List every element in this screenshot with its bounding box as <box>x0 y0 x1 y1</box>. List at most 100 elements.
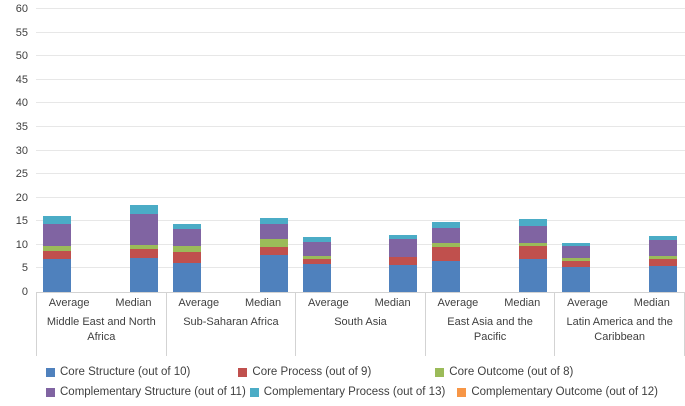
bar-label-average: Average <box>567 297 608 309</box>
segment-complementary-process <box>648 236 677 240</box>
gridline-5 <box>36 267 685 269</box>
gridline-50 <box>36 55 685 57</box>
segment-complementary-structure <box>259 224 288 239</box>
gridline-30 <box>36 149 685 151</box>
legend-item-core-structure: Core Structure (out of 10) <box>46 366 190 378</box>
segment-core-outcome <box>302 256 331 259</box>
y-tick-label-45: 45 <box>15 73 28 86</box>
segment-complementary-process <box>389 234 418 239</box>
group-label: Latin America and the Caribbean <box>566 316 673 343</box>
group-label: Middle East and North Africa <box>46 316 156 343</box>
segment-complementary-structure <box>172 229 201 246</box>
segment-core-process <box>129 248 158 259</box>
y-tick-label-15: 15 <box>15 215 28 228</box>
segment-core-process <box>648 259 677 266</box>
segment-core-outcome <box>129 244 158 249</box>
legend-swatch-icon <box>435 367 445 377</box>
segment-core-outcome <box>432 242 461 248</box>
legend-swatch-icon <box>457 387 467 397</box>
legend-swatch-icon <box>46 367 55 377</box>
group-label: Sub-Saharan Africa <box>183 316 279 328</box>
y-tick-label-25: 25 <box>15 168 28 181</box>
segment-complementary-process <box>43 216 71 225</box>
group-latin-america-and-the-caribbean <box>555 9 685 292</box>
segment-complementary-structure <box>432 227 461 243</box>
legend-swatch-icon <box>238 367 248 377</box>
segment-complementary-structure <box>129 213 158 245</box>
x-label-group-middle-east-and-north-africa: Average Median Middle East and North Afric… <box>36 292 167 356</box>
y-tick-label-35: 35 <box>15 120 28 133</box>
legend-swatch-icon <box>46 387 55 397</box>
segment-core-process <box>562 260 591 268</box>
bar-sub-saharan-africa-average <box>172 224 201 292</box>
segment-core-process <box>259 247 288 255</box>
bar-label-average: Average <box>178 297 220 309</box>
y-tick-label-30: 30 <box>15 144 28 157</box>
bar-label-average: Average <box>437 297 479 309</box>
legend-label: Core Outcome (out of 8) <box>449 366 574 378</box>
bar-label-median: Median <box>633 297 670 309</box>
segment-core-structure <box>389 264 418 292</box>
y-axis: 0 5 10 15 20 25 30 35 40 45 50 55 60 <box>0 3 30 298</box>
segment-core-structure <box>259 254 288 292</box>
segment-core-outcome <box>259 238 288 248</box>
legend-label: Complementary Structure (out of 11) <box>60 386 246 398</box>
bar-south-asia-average <box>302 237 331 292</box>
segment-core-process <box>519 246 548 260</box>
segment-complementary-structure <box>389 238 418 257</box>
gridline-60 <box>36 8 685 9</box>
bar-labels: Average Median <box>167 292 296 314</box>
segment-core-structure <box>648 265 677 292</box>
legend-label: Complementary Outcome (out of 12) <box>471 386 658 398</box>
legend-row-2: Complementary Structure (out of 11) Compl… <box>0 382 685 402</box>
gridline-15 <box>36 220 685 222</box>
segment-complementary-process <box>519 218 548 226</box>
gridline-20 <box>36 196 685 198</box>
segment-core-outcome <box>648 255 677 259</box>
segment-complementary-process <box>562 242 591 246</box>
bar-south-asia-median <box>389 234 418 292</box>
segment-complementary-process <box>302 237 331 243</box>
bar-sub-saharan-africa-median <box>259 218 288 292</box>
bar-latin-america-and-the-caribbean-median <box>648 236 677 292</box>
y-tick-label-10: 10 <box>15 238 28 251</box>
y-tick-label-40: 40 <box>15 97 28 110</box>
legend: Core Structure (out of 10) Core Process (… <box>0 362 685 402</box>
bar-labels: Average Median <box>555 292 684 314</box>
legend-item-complementary-structure: Complementary Structure (out of 11) <box>46 386 246 398</box>
segment-complementary-process <box>432 222 461 228</box>
group-sub-saharan-africa <box>166 9 296 292</box>
bar-latin-america-and-the-caribbean-average <box>562 242 591 292</box>
segment-complementary-process <box>172 224 201 230</box>
y-tick-label-0: 0 <box>21 286 28 298</box>
y-tick-label-20: 20 <box>15 191 28 204</box>
segment-core-outcome <box>172 245 201 253</box>
group-label: East Asia and the Pacific <box>447 316 533 343</box>
gridline-25 <box>36 173 685 175</box>
legend-label: Complementary Process (out of 13) <box>263 386 446 398</box>
segment-complementary-structure <box>43 224 71 247</box>
segment-core-process <box>432 247 461 262</box>
legend-label: Core Process (out of 9) <box>252 366 372 378</box>
gridline-10 <box>36 243 685 245</box>
bar-label-median: Median <box>115 297 152 309</box>
bar-east-asia-and-the-pacific-median <box>519 218 548 292</box>
bar-middle-east-and-north-africa-average <box>43 216 71 292</box>
bar-labels: Average Median <box>426 292 555 314</box>
bar-groups <box>36 9 685 292</box>
bar-middle-east-and-north-africa-median <box>129 204 158 292</box>
legend-item-complementary-process: Complementary Process (out of 13) <box>249 386 446 398</box>
legend-swatch-icon <box>249 387 259 397</box>
bar-label-median: Median <box>374 297 411 309</box>
segment-core-structure <box>519 259 548 292</box>
segment-core-process <box>172 252 201 264</box>
segment-complementary-structure <box>648 239 677 256</box>
group-east-asia-and-the-pacific <box>425 9 555 292</box>
y-tick-label-50: 50 <box>15 50 28 63</box>
bar-label-median: Median <box>504 297 541 309</box>
legend-row-1: Core Structure (out of 10) Core Process (… <box>0 362 685 382</box>
y-tick-label-5: 5 <box>21 262 28 275</box>
segment-core-structure <box>43 259 71 292</box>
bar-label-median: Median <box>245 297 282 309</box>
